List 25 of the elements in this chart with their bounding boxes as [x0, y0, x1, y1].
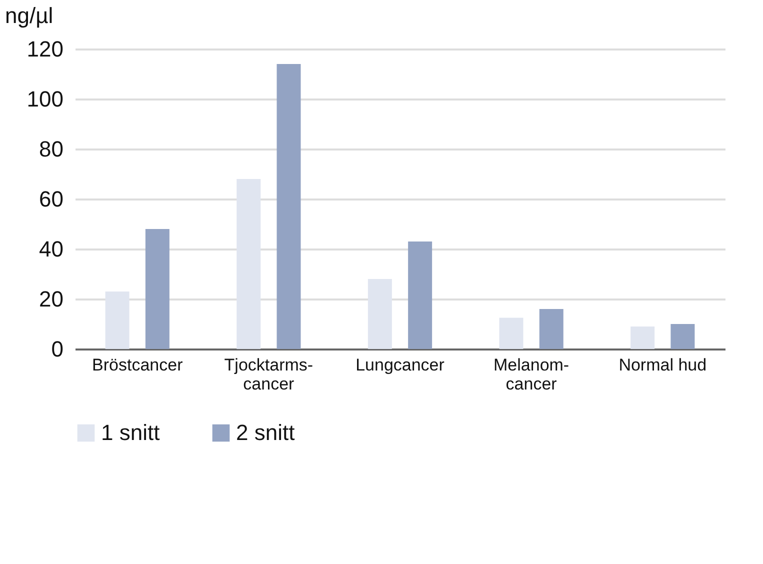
y-tick-label: 120 — [26, 36, 64, 62]
bar — [670, 324, 695, 349]
y-tick-label: 20 — [39, 286, 64, 312]
bar — [145, 229, 170, 349]
y-tick-label: 100 — [26, 86, 64, 112]
y-axis-title: ng/µl — [5, 3, 54, 28]
x-tick-label: Normal hud — [618, 356, 707, 374]
bar — [499, 318, 524, 349]
y-tick-label: 80 — [39, 136, 64, 162]
bar — [539, 309, 564, 349]
x-tick-label: Melanom-cancer — [494, 356, 570, 394]
x-tick-label: Bröstcancer — [92, 356, 184, 374]
bar — [105, 292, 130, 349]
x-tick-label: Tjocktarms-cancer — [224, 356, 314, 394]
bar — [236, 179, 261, 349]
legend-label: 2 snitt — [236, 420, 295, 445]
bar — [368, 279, 392, 349]
y-tick-label: 0 — [51, 336, 64, 362]
bar — [408, 242, 432, 349]
y-tick-label: 40 — [39, 236, 64, 262]
bar — [276, 64, 301, 349]
legend-label: 1 snitt — [101, 420, 160, 445]
bar — [630, 326, 655, 349]
y-tick-label: 60 — [39, 186, 64, 212]
x-tick-label: Lungcancer — [356, 356, 445, 374]
